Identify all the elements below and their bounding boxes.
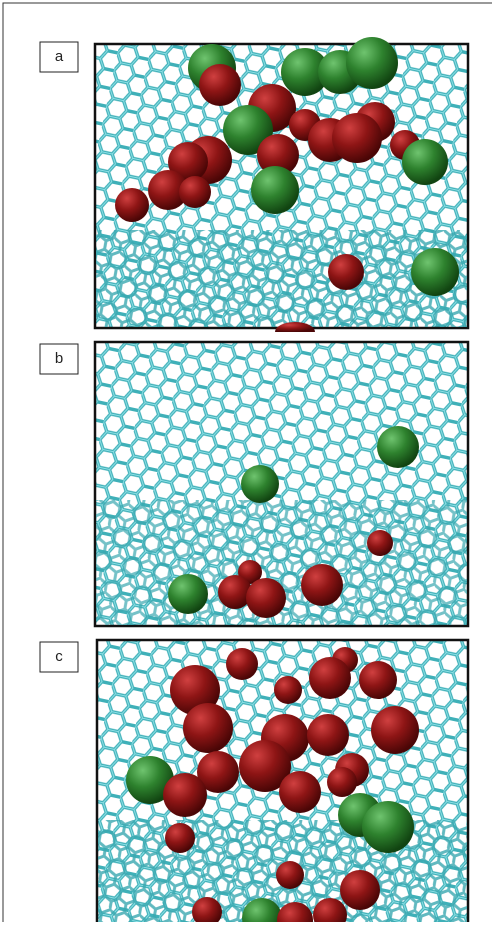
atom (346, 37, 398, 89)
panel-label: b (55, 350, 63, 367)
atom (362, 801, 414, 853)
atom (226, 648, 258, 680)
atom (332, 113, 382, 163)
panel: c (39, 638, 470, 927)
atom (301, 564, 343, 606)
atom (309, 657, 351, 699)
atom (257, 134, 299, 176)
atom (163, 773, 207, 817)
atom (276, 861, 304, 889)
atom (340, 870, 380, 910)
atom (327, 767, 357, 797)
atom (241, 465, 279, 503)
atom (183, 703, 233, 753)
atom (126, 756, 174, 804)
atom (279, 771, 321, 813)
atom (179, 176, 211, 208)
atoms (115, 37, 459, 296)
graphene-layer (96, 230, 467, 327)
atom (199, 64, 241, 106)
atom (377, 426, 419, 468)
atom (115, 188, 149, 222)
atom (367, 530, 393, 556)
atom (277, 902, 313, 927)
panel-label: c (55, 648, 63, 665)
atom (168, 574, 208, 614)
panel: a (39, 37, 470, 330)
atom (281, 48, 329, 96)
atom (168, 142, 208, 182)
atom (307, 714, 349, 756)
atom (192, 897, 222, 927)
atom (242, 898, 282, 927)
atom (170, 665, 220, 715)
atom (411, 248, 459, 296)
atom (328, 254, 364, 290)
label-box (39, 641, 79, 673)
atom (274, 676, 302, 704)
panel-label: a (55, 48, 64, 65)
atom (197, 751, 239, 793)
atom (165, 823, 195, 853)
panel: b (39, 340, 470, 628)
atoms (126, 647, 419, 927)
atom (313, 898, 347, 927)
atom (239, 740, 291, 792)
atoms (168, 426, 419, 618)
atom (148, 170, 188, 210)
atom (251, 166, 299, 214)
atom (371, 706, 419, 754)
atom (223, 105, 273, 155)
label-box (39, 343, 79, 375)
atom (402, 139, 448, 185)
atom (359, 661, 397, 699)
atom (218, 575, 252, 609)
label-box (39, 41, 79, 73)
atom-fragment (275, 322, 315, 332)
atom (246, 578, 286, 618)
